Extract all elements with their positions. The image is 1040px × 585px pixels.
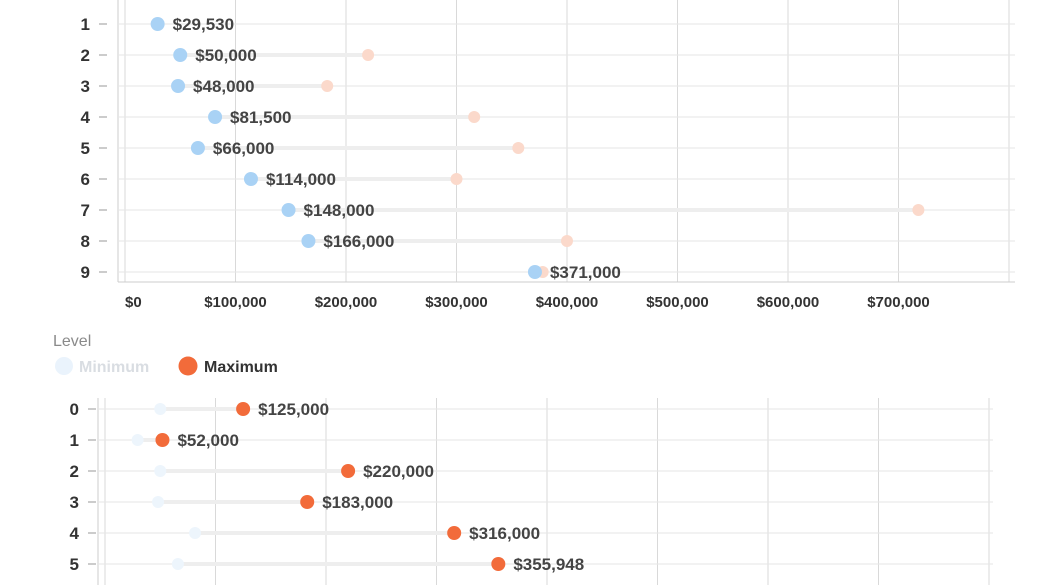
x-tick-label: $400,000 [536,294,599,311]
legend-title: Level [53,333,91,350]
point-minimum [189,527,202,539]
data-label: $371,000 [550,263,621,282]
point-minimum [150,17,165,31]
data-label: $66,000 [213,139,274,158]
x-tick-label: $200,000 [315,294,378,311]
x-tick-label: $100,000 [204,294,267,311]
y-tick-label: 4 [81,108,91,127]
point-maximum [561,235,573,247]
data-label: $114,000 [266,170,336,189]
chart-panel-minimum: 1 $29,530 2 $50,000 3 $48,000 4 $81,500 5 $66,000… [81,0,1015,311]
y-tick-label: 6 [81,170,90,189]
data-label: $52,000 [177,431,238,450]
x-tick-label: $300,000 [425,294,488,311]
legend-marker-minimum [55,357,73,375]
data-label: $81,500 [230,108,291,127]
data-label: $48,000 [193,77,254,96]
data-label: $355,948 [513,555,584,574]
legend-item-maximum[interactable]: Maximum [178,356,278,377]
y-tick-label: 5 [70,555,79,574]
data-label: $29,530 [173,15,234,34]
y-tick-label: 0 [70,400,79,419]
y-tick-label: 7 [81,201,90,220]
point-maximum [362,49,375,61]
legend-marker-maximum [178,356,198,376]
y-tick-label: 1 [70,431,79,450]
point-minimum [208,110,223,124]
point-maximum [491,557,506,571]
point-maximum [447,526,462,540]
point-maximum [341,464,356,478]
point-minimum [171,79,186,93]
legend-label-minimum: Minimum [79,359,149,376]
point-minimum [152,496,165,508]
data-label: $316,000 [469,524,540,543]
data-label: $220,000 [363,462,434,481]
x-tick-label: $0 [125,294,142,311]
x-tick-label: $700,000 [867,294,930,311]
y-tick-label: 3 [81,77,90,96]
y-tick-label: 2 [81,46,90,65]
point-maximum [512,142,525,154]
point-minimum [243,172,258,186]
y-tick-label: 9 [81,263,90,282]
point-maximum [155,433,170,447]
legend-label-maximum: Maximum [204,359,278,376]
point-minimum [131,434,144,446]
point-minimum [281,203,296,217]
data-label: $50,000 [195,46,256,65]
point-maximum [300,495,315,509]
point-maximum [468,111,481,123]
x-tick-label: $600,000 [757,294,820,311]
point-minimum [171,558,184,570]
y-tick-label: 8 [81,232,90,251]
point-minimum [301,234,316,248]
x-tick-label: $500,000 [646,294,709,311]
chart-panel-maximum: 0 $125,000 1 $52,000 2 $220,000 3 $183,000 4 $316… [70,398,993,585]
point-minimum [173,48,188,62]
point-maximum [236,402,251,416]
legend: Level Minimum Maximum [53,333,278,376]
point-maximum [450,173,463,185]
data-label: $148,000 [304,201,375,220]
point-minimum [154,465,167,477]
y-tick-label: 2 [70,462,79,481]
data-label: $183,000 [322,493,393,512]
legend-item-minimum[interactable]: Minimum [55,357,149,376]
y-tick-label: 1 [81,15,90,34]
point-minimum [190,141,205,155]
y-tick-label: 5 [81,139,90,158]
point-maximum [912,204,925,216]
y-tick-label: 3 [70,493,79,512]
point-minimum [154,403,167,415]
data-label: $166,000 [323,232,394,251]
data-label: $125,000 [258,400,329,419]
y-tick-label: 4 [70,524,80,543]
point-maximum [321,80,334,92]
point-minimum [527,265,542,279]
